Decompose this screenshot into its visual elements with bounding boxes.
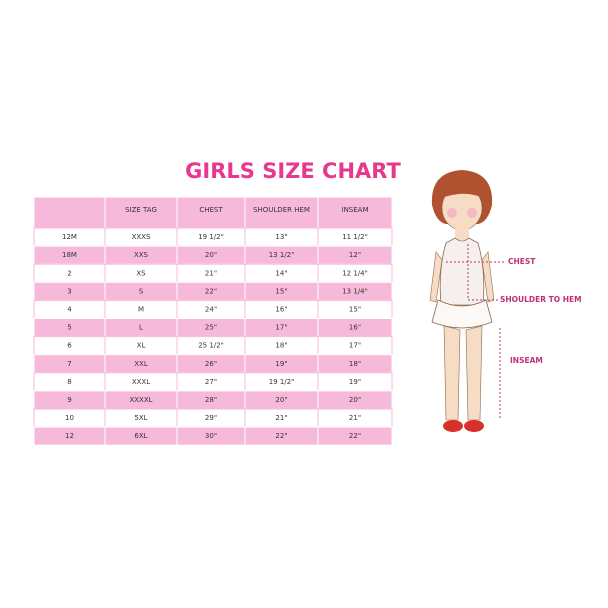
cell-text: XL — [137, 342, 146, 350]
cell-text: 5 — [67, 324, 71, 332]
cell-text: 4 — [67, 305, 72, 313]
title: GIRLS SIZE CHART — [185, 159, 401, 183]
cell-text: 20" — [275, 396, 287, 404]
cell-text: M — [138, 305, 144, 313]
cell-text: 22" — [205, 287, 217, 295]
cell-text: 19" — [349, 378, 361, 386]
cell-text: 12 — [65, 432, 74, 440]
header-text: SIZE TAG — [125, 206, 157, 214]
header-text: CHEST — [199, 206, 223, 214]
cell-text: 12M — [62, 233, 77, 241]
header-text: INSEAM — [342, 206, 369, 214]
cell-text: 19 1/2" — [269, 378, 295, 386]
cell-text: 5XL — [134, 414, 147, 422]
cell-text: 22" — [275, 432, 287, 440]
cell-text: 30" — [205, 432, 217, 440]
cell-text: L — [139, 324, 143, 332]
header-text: SHOULDER HEM — [253, 206, 310, 214]
header-cell — [33, 196, 106, 229]
cell-text: 28" — [205, 396, 217, 404]
cell-text: 2 — [67, 269, 71, 277]
cell-text: 10 — [65, 414, 74, 422]
cell-text: 6XL — [134, 432, 147, 440]
cell-text: 8 — [67, 378, 71, 386]
cell-text: 15" — [275, 287, 287, 295]
cell-text: 21" — [275, 414, 287, 422]
cell-text: 7 — [67, 360, 71, 368]
cell-text: XXXL — [132, 378, 150, 386]
cell — [317, 426, 393, 446]
cell-text: 17" — [275, 324, 287, 332]
label-inseam: INSEAM — [510, 356, 543, 365]
cell-text: 13 1/4" — [342, 287, 368, 295]
header-cell — [244, 196, 319, 229]
header-cell — [104, 196, 178, 229]
cell-text: 20" — [349, 396, 361, 404]
cell-text: 22" — [349, 432, 361, 440]
cell-text: 18M — [62, 251, 77, 259]
cell-text: 6 — [67, 342, 72, 350]
cell-text: 17" — [349, 342, 361, 350]
cell-text: 14" — [275, 269, 287, 277]
cell-text: 16" — [275, 305, 287, 313]
cell-text: XXXS — [132, 233, 151, 241]
cell-text: 27" — [205, 378, 217, 386]
cell-text: 15" — [349, 305, 361, 313]
cell-text: 12 1/4" — [342, 269, 368, 277]
cell-text: 12" — [349, 251, 361, 259]
cell-text: 20" — [205, 251, 217, 259]
cell-text: 11 1/2" — [342, 233, 368, 241]
cell-text: 21" — [205, 269, 217, 277]
cell-text: 25 1/2" — [198, 342, 224, 350]
cell-text: 26" — [205, 360, 217, 368]
cell-text: 29" — [205, 414, 217, 422]
cell-text: 24" — [205, 305, 217, 313]
girl-illustration — [429, 170, 504, 432]
label-chest: CHEST — [508, 257, 536, 266]
cell-text: XS — [136, 269, 146, 277]
cell-text: 3 — [67, 287, 71, 295]
label-shoulder: SHOULDER TO HEM — [500, 295, 582, 304]
cell-text: XXS — [134, 251, 149, 259]
cell-text: 16" — [349, 324, 361, 332]
cell-text: 18" — [275, 342, 287, 350]
cell-text: 21" — [349, 414, 361, 422]
cell-text: 25" — [205, 324, 217, 332]
cell-text: S — [139, 287, 144, 295]
cell-text: XXL — [134, 360, 148, 368]
cell-text: 18" — [349, 360, 361, 368]
cell-text: 13 1/2" — [269, 251, 295, 259]
cell-text: XXXXL — [129, 396, 152, 404]
cell-text: 9 — [67, 396, 71, 404]
cell-text: 19 1/2" — [198, 233, 224, 241]
cell-text: 13" — [275, 233, 287, 241]
cell-text: 19" — [275, 360, 287, 368]
